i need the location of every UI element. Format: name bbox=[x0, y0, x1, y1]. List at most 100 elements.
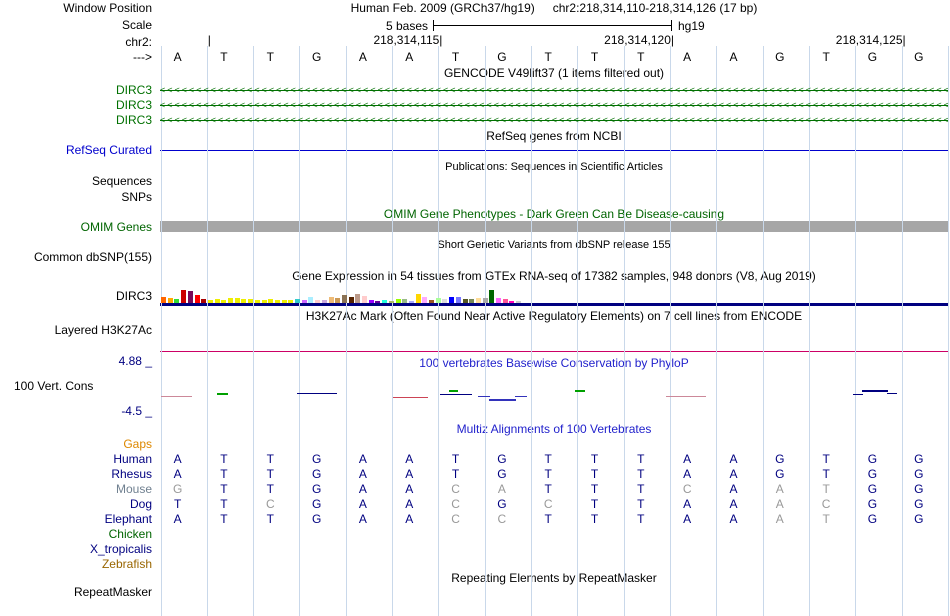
gene-model-row[interactable]: <<<<<<<<<<<<<<<<<<<<<<<<<<<<<<<<<<<<<<<<… bbox=[160, 114, 948, 127]
gtex-bar[interactable] bbox=[382, 300, 388, 303]
gtex-bar[interactable] bbox=[234, 298, 240, 303]
gtex-bar[interactable] bbox=[328, 297, 334, 303]
gtex-bar[interactable] bbox=[429, 300, 434, 303]
track-label-repeatmasker[interactable]: RepeatMasker bbox=[73, 585, 152, 599]
track-label-zebrafish[interactable]: Zebrafish bbox=[101, 557, 152, 571]
gtex-bar[interactable] bbox=[221, 300, 227, 303]
gtex-bar[interactable] bbox=[435, 298, 441, 303]
track-label-dog[interactable]: Dog bbox=[129, 497, 152, 511]
base-letter: T bbox=[822, 50, 830, 64]
gtex-bar[interactable] bbox=[462, 299, 468, 303]
gene-model-row[interactable]: <<<<<<<<<<<<<<<<<<<<<<<<<<<<<<<<<<<<<<<<… bbox=[160, 99, 948, 112]
gtex-bar[interactable] bbox=[301, 300, 307, 303]
gtex-bar[interactable] bbox=[241, 299, 247, 303]
track-label-gaps[interactable]: Gaps bbox=[123, 437, 152, 451]
align-letter: T bbox=[451, 452, 460, 466]
align-letter: G bbox=[867, 452, 878, 466]
gtex-bar[interactable] bbox=[174, 299, 180, 303]
gtex-bar[interactable] bbox=[207, 300, 213, 303]
gtex-bar[interactable] bbox=[274, 300, 280, 303]
gtex-bar[interactable] bbox=[161, 297, 166, 303]
gtex-bar[interactable] bbox=[362, 296, 367, 303]
gtex-bar[interactable] bbox=[248, 299, 254, 303]
align-letter: T bbox=[220, 452, 228, 466]
gtex-bar[interactable] bbox=[375, 301, 381, 303]
omim-gene-bar[interactable] bbox=[160, 221, 948, 232]
track-label-refseq-curated[interactable]: RefSeq Curated bbox=[65, 143, 152, 157]
gtex-gene-baseline[interactable] bbox=[160, 303, 948, 306]
gtex-bar[interactable] bbox=[214, 299, 220, 303]
gtex-bar[interactable] bbox=[442, 299, 448, 303]
gtex-bar[interactable] bbox=[455, 297, 461, 303]
track-label-omim-genes[interactable]: OMIM Genes bbox=[80, 220, 152, 234]
gtex-bar[interactable] bbox=[288, 300, 294, 303]
track-label-100vert-cons[interactable]: 100 Vert. Cons bbox=[14, 379, 94, 393]
gtex-bar[interactable] bbox=[395, 299, 401, 303]
gtex-bar[interactable] bbox=[167, 298, 173, 303]
gtex-bar[interactable] bbox=[449, 297, 455, 303]
phylop-mark bbox=[217, 393, 228, 395]
gtex-bar[interactable] bbox=[335, 298, 341, 303]
gtex-bar[interactable] bbox=[254, 300, 260, 303]
gtex-bar[interactable] bbox=[355, 294, 361, 303]
gtex-bar[interactable] bbox=[475, 298, 481, 303]
track-label-common-dbsnp[interactable]: Common dbSNP(155) bbox=[33, 250, 152, 264]
gtex-bar[interactable] bbox=[516, 301, 522, 303]
gtex-bar[interactable] bbox=[295, 299, 300, 303]
gtex-bar[interactable] bbox=[201, 299, 207, 303]
gtex-bar[interactable] bbox=[469, 299, 475, 303]
align-letter: G bbox=[867, 497, 878, 511]
track-label-chicken[interactable]: Chicken bbox=[108, 527, 152, 541]
align-letter: A bbox=[405, 452, 414, 466]
gtex-bar[interactable] bbox=[194, 295, 200, 303]
position-range: chr2:218,314,110-218,314,126 (17 bp) bbox=[552, 1, 758, 15]
track-label-gtex-dirc3[interactable]: DIRC3 bbox=[115, 289, 152, 303]
gtex-bar[interactable] bbox=[228, 298, 233, 303]
gtex-bar[interactable] bbox=[408, 301, 414, 303]
gtex-bar[interactable] bbox=[496, 298, 501, 303]
gtex-bar[interactable] bbox=[422, 297, 428, 303]
gtex-bar[interactable] bbox=[187, 291, 193, 303]
gtex-bar[interactable] bbox=[509, 301, 515, 303]
track-label-gencode-dirc3-1[interactable]: DIRC3 bbox=[115, 83, 152, 97]
grid-line bbox=[762, 46, 764, 616]
gtex-bar[interactable] bbox=[315, 300, 321, 303]
track-label-rhesus[interactable]: Rhesus bbox=[111, 467, 152, 481]
gtex-bar[interactable] bbox=[388, 301, 394, 303]
track-label-x-tropicalis[interactable]: X_tropicalis bbox=[89, 542, 152, 556]
align-letter: C bbox=[682, 482, 692, 496]
gtex-bar[interactable] bbox=[268, 299, 274, 303]
track-label-sequences[interactable]: Sequences bbox=[91, 174, 152, 188]
align-letter: G bbox=[497, 497, 507, 511]
align-letter: G bbox=[497, 452, 507, 466]
window-position-label: Window Position bbox=[63, 1, 152, 15]
track-label-mouse[interactable]: Mouse bbox=[115, 482, 152, 496]
gtex-bar[interactable] bbox=[415, 294, 421, 303]
gtex-bar[interactable] bbox=[368, 300, 374, 303]
gtex-bar[interactable] bbox=[348, 297, 354, 303]
gtex-bar[interactable] bbox=[502, 299, 508, 303]
track-label-snps[interactable]: SNPs bbox=[121, 190, 152, 204]
refseq-curated-line[interactable] bbox=[160, 150, 948, 151]
h3k27ac-signal-line[interactable] bbox=[160, 351, 948, 352]
genome-label: hg19 bbox=[678, 19, 705, 33]
gtex-bar[interactable] bbox=[321, 300, 327, 303]
track-label-human[interactable]: Human bbox=[113, 452, 152, 466]
gtex-bar[interactable] bbox=[181, 290, 187, 303]
track-label-elephant[interactable]: Elephant bbox=[104, 512, 152, 526]
gtex-bar[interactable] bbox=[489, 290, 495, 303]
track-label-gencode-dirc3-3[interactable]: DIRC3 bbox=[115, 113, 152, 127]
gtex-bar[interactable] bbox=[261, 300, 267, 303]
align-letter: A bbox=[173, 512, 182, 526]
align-letter: A bbox=[683, 497, 692, 511]
track-label-h3k27ac[interactable]: Layered H3K27Ac bbox=[54, 323, 152, 337]
gtex-bar[interactable] bbox=[341, 295, 347, 303]
align-letter: C bbox=[451, 512, 460, 526]
gtex-bar[interactable] bbox=[308, 297, 314, 303]
gene-model-row[interactable]: <<<<<<<<<<<<<<<<<<<<<<<<<<<<<<<<<<<<<<<<… bbox=[160, 84, 948, 97]
gtex-bar[interactable] bbox=[482, 298, 488, 303]
track-label-gencode-dirc3-2[interactable]: DIRC3 bbox=[115, 98, 152, 112]
gtex-bar[interactable] bbox=[402, 299, 408, 303]
align-letter: T bbox=[822, 512, 830, 526]
gtex-bar[interactable] bbox=[281, 300, 287, 303]
